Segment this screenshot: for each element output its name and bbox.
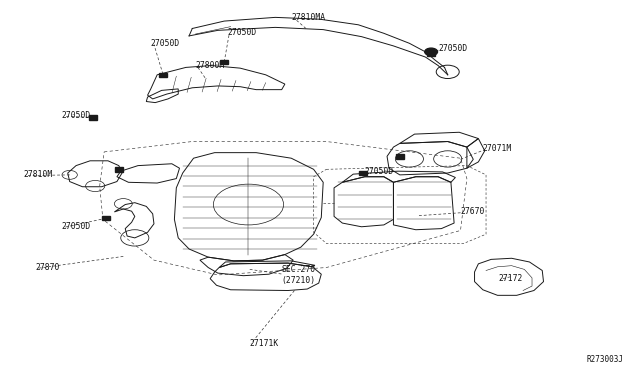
Text: 27050D: 27050D	[365, 167, 394, 176]
Bar	[90, 115, 97, 120]
Bar	[220, 60, 228, 64]
Circle shape	[425, 48, 438, 55]
Bar	[359, 171, 367, 175]
Bar	[396, 154, 404, 158]
Text: 27050D: 27050D	[227, 28, 257, 37]
Text: SEC.270
(27210): SEC.270 (27210)	[282, 265, 316, 285]
Text: 27172: 27172	[499, 274, 523, 283]
Text: 27870: 27870	[36, 263, 60, 272]
Text: 27050D: 27050D	[61, 222, 91, 231]
Text: 27670: 27670	[461, 208, 485, 217]
Text: 27810MA: 27810MA	[291, 13, 325, 22]
Text: 27050D: 27050D	[438, 44, 467, 53]
Text: 27050D: 27050D	[61, 111, 91, 120]
Text: 27071M: 27071M	[483, 144, 512, 153]
Bar	[115, 167, 123, 171]
Bar	[428, 51, 435, 55]
Bar	[159, 73, 167, 77]
Text: 27171K: 27171K	[250, 339, 279, 348]
Text: 27810M: 27810M	[23, 170, 52, 179]
Text: 27800M: 27800M	[195, 61, 225, 70]
Text: R273003J: R273003J	[586, 355, 623, 364]
Bar	[102, 216, 110, 221]
Text: 27050D: 27050D	[151, 39, 180, 48]
